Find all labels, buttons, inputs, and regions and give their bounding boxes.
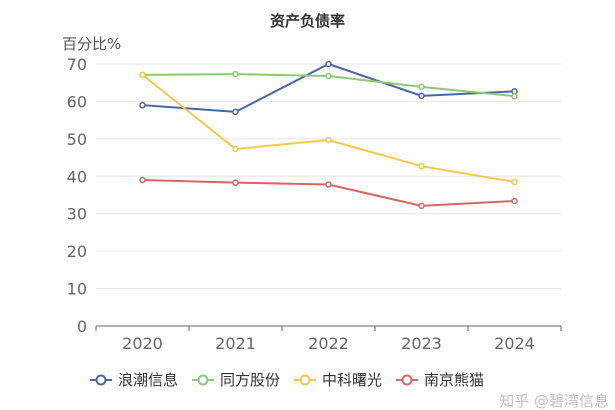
- legend: 浪潮信息 同方股份 中科曙光 南京熊猫: [90, 371, 484, 389]
- chart-title: 资产负债率: [269, 12, 345, 30]
- data-point: [232, 145, 239, 153]
- data-point: [418, 202, 425, 210]
- y-tick-label: 10: [67, 280, 87, 299]
- legend-label: 浪潮信息: [118, 371, 179, 389]
- x-tick-label: 2020: [122, 334, 163, 353]
- data-point: [139, 71, 146, 79]
- legend-line-circle-icon: [90, 374, 112, 386]
- y-tick-label: 0: [77, 317, 87, 336]
- data-point: [232, 179, 239, 186]
- legend-label: 中科曙光: [322, 371, 383, 389]
- watermark: 知乎 @碧湾信息: [499, 392, 609, 410]
- legend-label: 南京熊猫: [424, 371, 485, 389]
- x-tick-label: 2022: [308, 334, 349, 353]
- data-point: [139, 176, 146, 184]
- legend-item[interactable]: 浪潮信息: [90, 371, 178, 389]
- data-point: [511, 178, 518, 186]
- data-point: [325, 181, 332, 188]
- legend-line-circle-icon: [192, 374, 215, 386]
- data-point: [511, 197, 518, 205]
- series-line: [142, 62, 515, 113]
- legend-label: 同方股份: [220, 371, 281, 389]
- data-point: [325, 60, 332, 68]
- x-tick-label: 2024: [494, 334, 535, 353]
- x-tick-label: 2023: [401, 334, 442, 353]
- data-point: [418, 162, 425, 170]
- data-point: [325, 72, 332, 80]
- y-tick-label: 50: [67, 130, 87, 149]
- y-axis-label: 百分比%: [62, 35, 122, 53]
- legend-line-circle-icon: [396, 374, 419, 386]
- data-point: [418, 83, 425, 91]
- data-point: [418, 92, 425, 100]
- legend-line-circle-icon: [294, 374, 317, 386]
- data-point: [511, 92, 518, 100]
- y-tick-label: 40: [67, 167, 87, 186]
- x-tick-label: 2021: [215, 334, 256, 353]
- data-point: [325, 136, 332, 144]
- y-tick-label: 20: [67, 242, 87, 261]
- y-tick-label: 30: [67, 205, 87, 224]
- data-point: [232, 108, 239, 116]
- legend-item[interactable]: 同方股份: [192, 371, 280, 389]
- data-point: [139, 101, 146, 109]
- y-tick-label: 70: [67, 55, 87, 74]
- legend-item[interactable]: 中科曙光: [294, 371, 382, 389]
- data-point: [232, 70, 239, 78]
- legend-item[interactable]: 南京熊猫: [396, 371, 484, 389]
- y-tick-label: 60: [67, 92, 87, 111]
